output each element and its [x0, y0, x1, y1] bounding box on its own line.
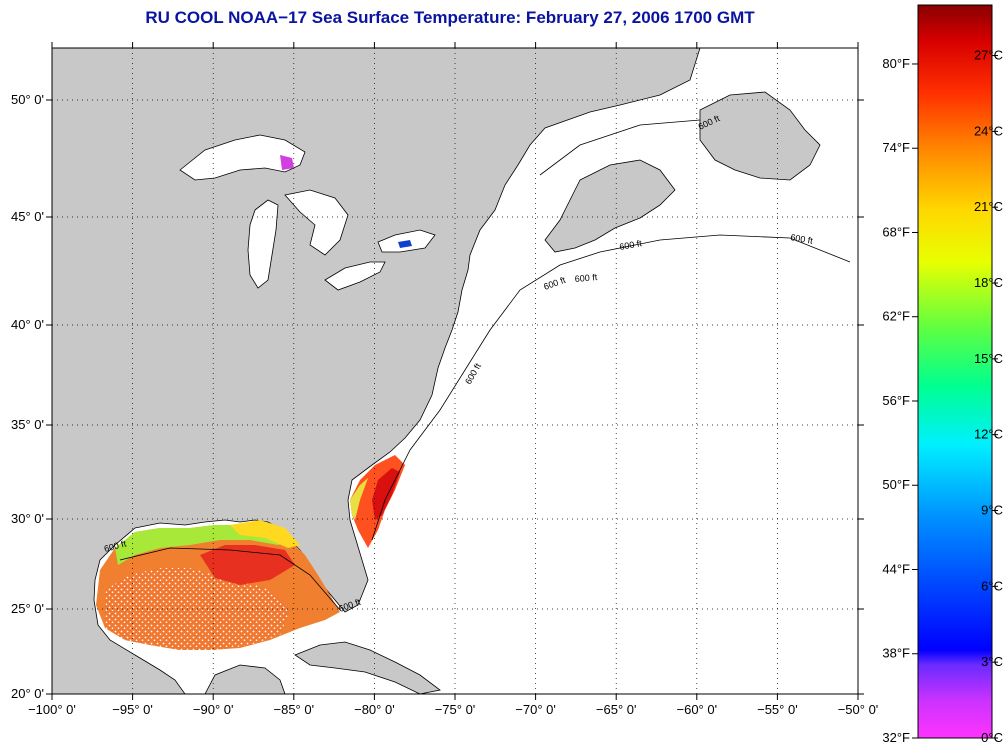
sst-florida-shelf — [350, 478, 368, 520]
land-cuba — [294, 641, 441, 694]
lake-erie — [324, 261, 386, 291]
isobath-600ft — [119, 119, 851, 611]
lat-tick-label: 25° 0' — [11, 601, 44, 616]
land-maritimes — [544, 159, 676, 253]
colorbar-c-label: 12°C — [974, 427, 1003, 442]
lat-tick-label: 35° 0' — [11, 417, 44, 432]
lat-tick-label: 40° 0' — [11, 317, 44, 332]
lat-tick-label: 50° 0' — [11, 92, 44, 107]
lat-tick-label: 45° 0' — [11, 209, 44, 224]
lon-tick-label: −80° 0' — [354, 702, 395, 717]
colorbar-f-label: 68°F — [882, 224, 910, 239]
colorbar-c-label: 21°C — [974, 199, 1003, 214]
colorbar-c-label: 0°C — [981, 730, 1003, 745]
colorbar-c-label: 15°C — [974, 351, 1003, 366]
lon-tick-label: −55° 0' — [757, 702, 798, 717]
lon-tick-label: −95° 0' — [112, 702, 153, 717]
land-yucatan — [204, 664, 286, 694]
colorbar-c-label: 9°C — [981, 503, 1003, 518]
sst-gulf-hot — [200, 545, 295, 585]
land-north-america — [52, 48, 701, 694]
colorbar-f-label: 74°F — [882, 140, 910, 155]
lake-erie-ice — [398, 240, 412, 248]
colorbar-f-label: 38°F — [882, 646, 910, 661]
colorbar-c-label: 6°C — [981, 578, 1003, 593]
lon-tick-label: −100° 0' — [28, 702, 76, 717]
lon-tick-label: −50° 0' — [838, 702, 879, 717]
land-newfoundland — [699, 91, 821, 181]
map-title: RU COOL NOAA−17 Sea Surface Temperature:… — [145, 8, 755, 27]
colorbar-f-label: 56°F — [882, 393, 910, 408]
lon-tick-label: −60° 0' — [677, 702, 718, 717]
lon-tick-label: −70° 0' — [515, 702, 556, 717]
lon-tick-label: −90° 0' — [193, 702, 234, 717]
lake-superior-cold — [280, 155, 294, 170]
colorbar-celsius-scale: 27°C 24°C 21°C 18°C 15°C 12°C 9°C 6°C 3°C 0°C — [974, 48, 1003, 745]
lon-tick-label: −75° 0' — [435, 702, 476, 717]
colorbar — [917, 4, 993, 739]
colorbar-c-label: 27°C — [974, 48, 1003, 63]
isobath-label: 600 ft — [574, 272, 598, 284]
sst-gulf-yellow — [230, 520, 300, 548]
colorbar-c-label: 18°C — [974, 275, 1003, 290]
colorbar-f-label: 50°F — [882, 477, 910, 492]
lake-superior — [179, 134, 306, 181]
isobath-label: 600 ft — [790, 232, 814, 246]
lat-tick-label: 30° 0' — [11, 511, 44, 526]
lon-tick-label: −65° 0' — [596, 702, 637, 717]
colorbar-f-label: 62°F — [882, 309, 910, 324]
longitude-axis: −100° 0' −95° 0' −90° 0' −85° 0' −80° 0' −75°… — [28, 42, 878, 717]
colorbar-fahrenheit-scale: 80°F 74°F 68°F 62°F 56°F 50°F 44°F 38°F 32°F — [882, 56, 918, 745]
lake-michigan — [247, 199, 279, 289]
sst-gulf-stream-core — [372, 468, 400, 520]
colorbar-f-label: 44°F — [882, 561, 910, 576]
colorbar-c-label: 3°C — [981, 654, 1003, 669]
latitude-axis: 20° 0' 25° 0' 30° 0' 35° 0' 40° 0' 45° 0' 50° … — [11, 92, 864, 701]
lat-tick-label: 20° 0' — [11, 686, 44, 701]
colorbar-c-label: 24°C — [974, 123, 1003, 138]
colorbar-f-label: 32°F — [882, 730, 910, 745]
colorbar-f-label: 80°F — [882, 56, 910, 71]
lake-huron — [284, 189, 349, 256]
lon-tick-label: −85° 0' — [274, 702, 315, 717]
isobath-label: 600 ft — [619, 238, 643, 252]
